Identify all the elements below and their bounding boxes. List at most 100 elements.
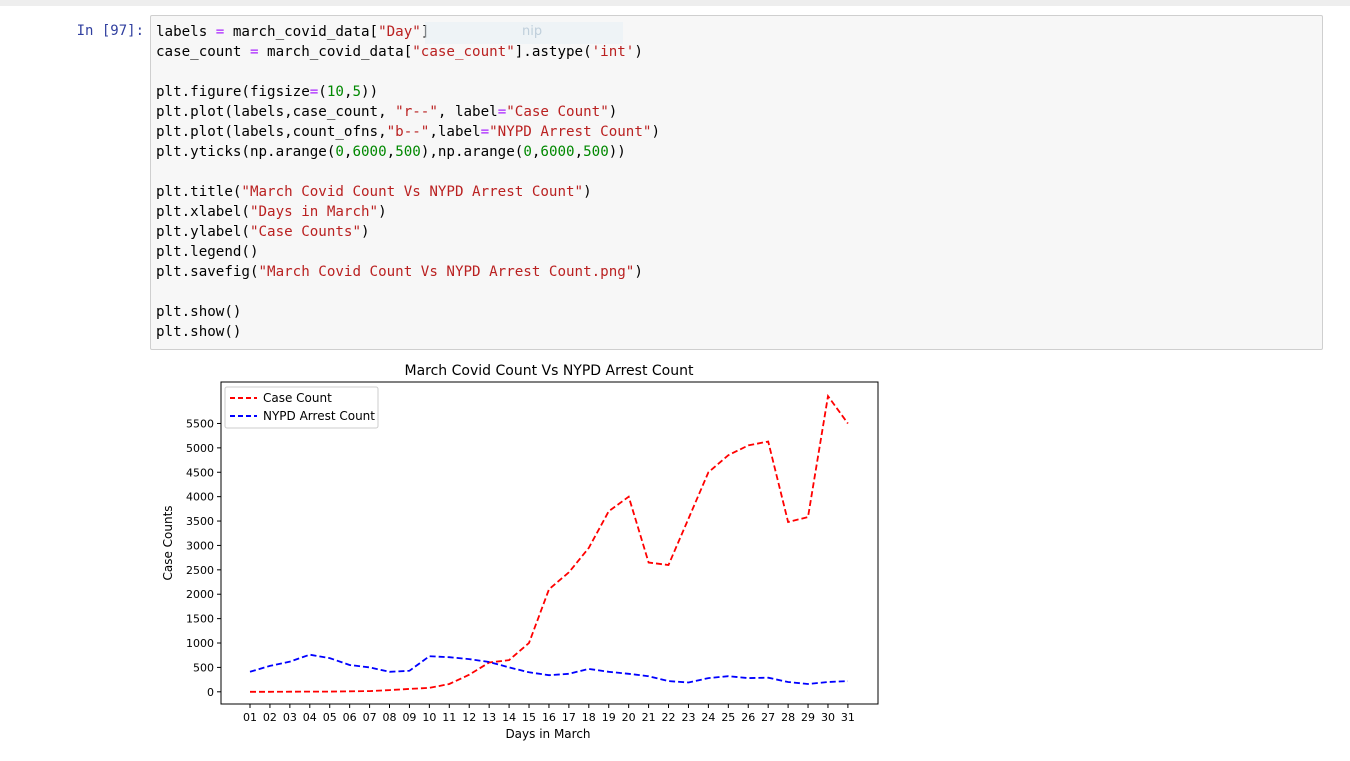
y-tick-label: 2500 — [186, 564, 214, 577]
code-token: "Case Count" — [506, 104, 609, 120]
y-tick-label: 4000 — [186, 491, 214, 504]
code-token: "Days in March" — [249, 204, 379, 220]
code-token: 0 — [523, 144, 532, 160]
code-line: plt.show() — [156, 322, 660, 342]
x-tick-label: 09 — [402, 711, 416, 724]
code-token: plt.title( — [156, 184, 242, 200]
code-line: plt.title("March Covid Count Vs NYPD Arr… — [156, 182, 660, 202]
code-token: 5 — [352, 84, 362, 100]
code-token: ),np.arange( — [420, 144, 524, 160]
legend-box — [224, 386, 379, 429]
x-axis-label: Days in March — [505, 727, 590, 741]
x-tick-label: 04 — [303, 711, 317, 724]
code-token: = — [480, 124, 490, 140]
x-tick-label: 03 — [283, 711, 297, 724]
code-token: plt.figure(figsize — [156, 84, 310, 100]
x-tick-label: 26 — [741, 711, 755, 724]
y-tick-label: 2000 — [186, 588, 214, 601]
code-token: march_covid_data[ — [224, 24, 379, 40]
x-tick-label: 17 — [562, 711, 576, 724]
x-tick-label: 21 — [642, 711, 656, 724]
code-token: , — [531, 144, 541, 160]
code-token: plt.plot(labels,case_count, — [156, 104, 396, 120]
x-tick-label: 07 — [363, 711, 377, 724]
code-line: plt.plot(labels,count_ofns,"b--",label="… — [156, 122, 660, 142]
notebook-top-border — [0, 0, 1350, 6]
code-token: = — [309, 84, 319, 100]
x-tick-label: 20 — [622, 711, 636, 724]
x-tick-label: 13 — [482, 711, 496, 724]
code-token: 500 — [395, 144, 421, 160]
series-nypd-arrest-count-line — [249, 653, 848, 685]
code-token: plt.savefig( — [156, 264, 259, 280]
x-tick-label: 23 — [681, 711, 695, 724]
code-line: plt.savefig("March Covid Count Vs NYPD A… — [156, 262, 660, 282]
code-token: , — [574, 144, 584, 160]
code-token: plt.ylabel( — [156, 224, 250, 240]
code-editor[interactable]: labels = march_covid_data["Day"]case_cou… — [156, 22, 660, 342]
code-token: labels — [156, 24, 216, 40]
x-axis: 01 02 03 04 05 06 07 08 09 10 11 12 13 14 15 16 17 18 19 20… — [243, 704, 855, 724]
x-tick-label: 05 — [323, 711, 337, 724]
code-line: plt.xlabel("Days in March") — [156, 202, 660, 222]
code-token: "r--" — [395, 104, 438, 120]
x-tick-label: 02 — [263, 711, 277, 724]
code-token: "case_count" — [412, 44, 515, 60]
code-token: plt.plot(labels,count_ofns, — [156, 124, 387, 140]
code-token: "March Covid Count Vs NYPD Arrest Count.… — [258, 264, 635, 280]
code-token: march_covid_data[ — [258, 44, 413, 60]
code-token: ,label — [429, 124, 481, 140]
code-token: ].astype( — [514, 44, 592, 60]
x-tick-label: 16 — [542, 711, 556, 724]
x-tick-label: 10 — [422, 711, 436, 724]
code-token: plt.show() — [156, 324, 242, 340]
code-token: , — [386, 144, 396, 160]
x-tick-label: 12 — [462, 711, 476, 724]
code-token: "Case Counts" — [249, 224, 362, 240]
y-tick-label: 5000 — [186, 442, 214, 455]
code-line: plt.figure(figsize=(10,5)) — [156, 82, 660, 102]
code-cell-input[interactable]: labels = march_covid_data["Day"]case_cou… — [150, 15, 1323, 350]
code-token: , label — [437, 104, 498, 120]
code-token: plt.xlabel( — [156, 204, 250, 220]
x-tick-label: 06 — [343, 711, 357, 724]
x-tick-label: 18 — [582, 711, 596, 724]
x-tick-label: 31 — [841, 711, 855, 724]
code-token: = — [215, 24, 225, 40]
code-token: )) — [608, 144, 626, 160]
code-token: plt.show() — [156, 304, 242, 320]
code-token: plt.legend() — [156, 244, 259, 260]
y-tick-label: 0 — [207, 686, 214, 699]
code-line: plt.show() — [156, 302, 660, 322]
legend-case-count-label: Case Count — [263, 391, 332, 405]
code-token: ) — [361, 224, 370, 240]
code-token: "Day" — [378, 24, 421, 40]
y-tick-label: 500 — [193, 661, 214, 674]
legend-nypd-arrest-count-label: NYPD Arrest Count — [263, 409, 375, 423]
chart-legend: Case Count NYPD Arrest Count — [224, 386, 379, 429]
code-token: ) — [634, 44, 643, 60]
x-tick-label: 28 — [781, 711, 795, 724]
code-token: ( — [318, 84, 327, 100]
x-tick-label: 01 — [243, 711, 257, 724]
code-line: plt.plot(labels,case_count, "r--", label… — [156, 102, 660, 122]
x-tick-label: 24 — [701, 711, 715, 724]
code-token: ) — [634, 264, 643, 280]
code-token: case_count — [156, 44, 250, 60]
x-tick-label: 27 — [761, 711, 775, 724]
snip-overlay-text: nip — [522, 24, 543, 39]
y-tick-label: 1500 — [186, 613, 214, 626]
series-case-count-line — [250, 393, 849, 693]
code-token: "NYPD Arrest Count" — [489, 124, 652, 140]
y-tick-label: 3500 — [186, 515, 214, 528]
code-line: case_count = march_covid_data["case_coun… — [156, 42, 660, 62]
x-tick-label: 08 — [383, 711, 397, 724]
code-token: 6000 — [352, 144, 387, 160]
snip-overlay — [425, 22, 623, 44]
code-token: 6000 — [540, 144, 575, 160]
code-line: plt.yticks(np.arange(0,6000,500),np.aran… — [156, 142, 660, 162]
code-line: plt.ylabel("Case Counts") — [156, 222, 660, 242]
x-tick-label: 29 — [801, 711, 815, 724]
y-axis: 0 500 1000 1500 2000 2500 3000 3500 4000 4500 5000… — [186, 417, 221, 699]
code-token: ) — [583, 184, 592, 200]
